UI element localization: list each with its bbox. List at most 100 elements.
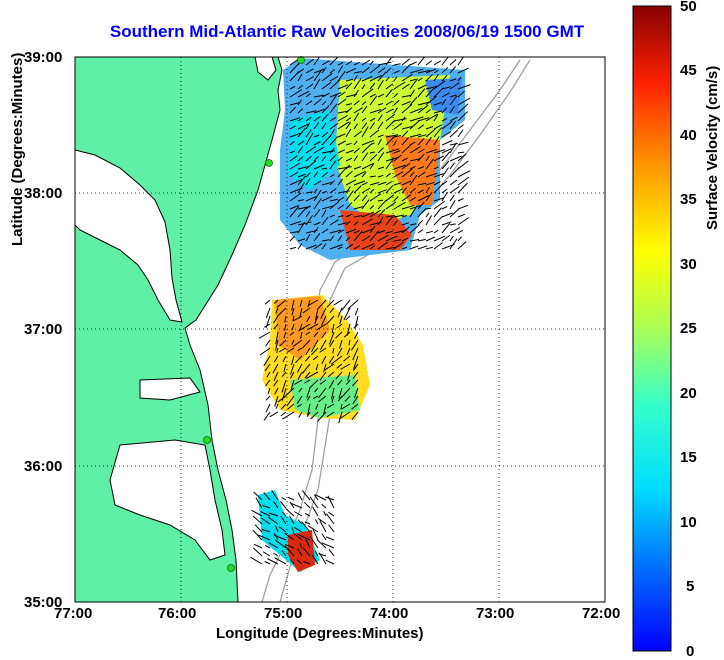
velocity-vector: [268, 516, 279, 525]
velocity-vector: [449, 142, 457, 154]
velocity-vector: [417, 219, 424, 226]
velocity-vector: [417, 134, 427, 138]
velocity-vector: [401, 125, 413, 130]
velocity-vector: [274, 539, 287, 549]
velocity-vector: [337, 121, 350, 130]
velocity-vector: [313, 171, 319, 178]
velocity-vector: [353, 221, 359, 226]
velocity-vector: [289, 117, 301, 122]
velocity-vector: [275, 331, 279, 345]
velocity-vector: [457, 170, 471, 178]
velocity-vector: [345, 60, 353, 66]
velocity-vector: [274, 557, 287, 565]
velocity-vector: [337, 235, 343, 242]
velocity-vector: [321, 216, 329, 226]
velocity-vector: [393, 164, 406, 170]
velocity-vector: [457, 124, 464, 130]
velocity-vector: [345, 67, 357, 74]
velocity-vector: [401, 157, 408, 162]
velocity-vector: [340, 363, 351, 370]
velocity-vector: [289, 206, 300, 218]
velocity-vector: [425, 215, 433, 226]
velocity-vector: [433, 69, 439, 74]
velocity-vector: [283, 363, 287, 373]
velocity-vector: [409, 205, 418, 218]
velocity-vector: [321, 205, 335, 210]
velocity-vector: [317, 517, 327, 525]
velocity-vector: [361, 126, 369, 138]
velocity-vector: [252, 547, 263, 557]
velocity-vector: [326, 411, 335, 418]
velocity-vector: [385, 194, 395, 202]
velocity-vector: [417, 166, 425, 170]
velocity-vector: [268, 542, 279, 549]
velocity-vector: [319, 371, 327, 381]
velocity-vector: [272, 501, 279, 509]
velocity-vector: [346, 379, 351, 385]
velocity-vector: [297, 182, 305, 194]
velocity-vector: [361, 117, 367, 122]
velocity-vector: [274, 525, 279, 533]
velocity-vector: [289, 125, 296, 130]
velocity-region-strong: [275, 296, 330, 360]
colorbar-tick-label: 15: [680, 449, 697, 466]
velocity-vector: [339, 339, 343, 349]
velocity-vector: [353, 355, 359, 370]
velocity-vector: [337, 149, 346, 154]
velocity-vector: [289, 70, 300, 82]
velocity-vector: [361, 194, 368, 202]
velocity-vector: [267, 387, 271, 395]
velocity-vector: [425, 136, 432, 146]
velocity-vector: [433, 229, 439, 234]
velocity-vector: [457, 129, 464, 138]
y-axis-label: Latitude (Degrees:Minutes): [9, 52, 26, 246]
velocity-vector: [286, 395, 295, 407]
velocity-vector: [417, 194, 431, 202]
velocity-vector: [321, 195, 333, 202]
velocity-vector: [353, 180, 366, 186]
velocity-vector: [305, 100, 313, 106]
velocity-vector: [291, 307, 295, 316]
velocity-vector: [457, 111, 468, 122]
velocity-vector: [299, 543, 303, 549]
velocity-vector: [425, 158, 434, 170]
velocity-vector: [293, 379, 303, 385]
velocity-vector: [302, 307, 311, 314]
velocity-vector: [305, 58, 314, 66]
velocity-vector: [278, 347, 287, 353]
x-tick-label: 75:00: [264, 605, 303, 622]
velocity-vector: [314, 494, 327, 501]
pamlico-sound: [109, 439, 226, 561]
velocity-vector: [361, 181, 368, 186]
velocity-vector: [321, 122, 327, 130]
velocity-vector: [319, 339, 327, 351]
velocity-vector: [275, 403, 279, 409]
velocity-vector: [297, 371, 303, 380]
velocity-vector: [280, 501, 287, 509]
velocity-vector: [294, 526, 303, 533]
velocity-vector: [281, 550, 287, 557]
velocity-vector: [425, 73, 433, 82]
velocity-vector: [265, 307, 271, 319]
velocity-vector: [345, 78, 354, 82]
velocity-vector: [385, 246, 397, 250]
velocity-vector: [377, 103, 384, 106]
velocity-vector: [304, 371, 311, 379]
velocity-vector: [337, 115, 348, 122]
velocity-vector: [321, 167, 328, 170]
velocity-vector: [369, 205, 375, 210]
velocity-vector: [329, 116, 337, 122]
velocity-vector: [321, 355, 327, 365]
velocity-vector: [305, 177, 311, 186]
velocity-vector: [315, 403, 319, 410]
velocity-vector: [449, 78, 457, 82]
velocity-vector: [337, 229, 345, 234]
velocity-vector: [377, 174, 384, 178]
velocity-vector: [329, 180, 335, 186]
velocity-vector: [393, 195, 399, 202]
velocity-vector: [314, 315, 319, 325]
radar-site-marker: [227, 564, 235, 572]
velocity-vector: [273, 533, 279, 541]
velocity-vector: [289, 178, 303, 186]
velocity-vector: [266, 371, 271, 378]
